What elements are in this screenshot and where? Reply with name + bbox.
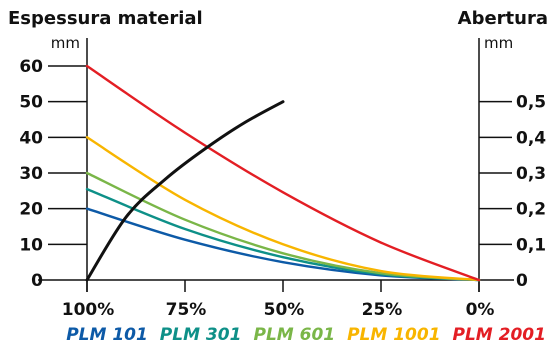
series-line-plm-2001 [85, 64, 481, 282]
x-tick-label: 75% [166, 300, 207, 320]
right-axis-title: Abertura [458, 8, 548, 29]
x-tick-label: 50% [264, 300, 305, 320]
left-tick-label: 60 [19, 57, 43, 77]
left-tick-label: 0 [31, 271, 43, 291]
legend-entry: PLM 1001 [347, 325, 440, 345]
left-axis-title: Espessura material [8, 8, 203, 29]
series-lines [85, 64, 481, 282]
x-tick-label: 25% [362, 300, 403, 320]
left-tick-label: 30 [19, 164, 43, 184]
right-tick-label: 0,4 [516, 128, 546, 148]
right-tick-label: 0,3 [516, 164, 546, 184]
left-tick-label: 20 [19, 200, 43, 220]
legend-entry: PLM 101 [66, 325, 148, 345]
right-tick-label: 0,5 [516, 93, 546, 113]
left-tick-label: 10 [19, 235, 43, 255]
series-line-plm-1001 [85, 136, 481, 282]
left-tick-label: 50 [19, 93, 43, 113]
right-tick-label: 0 [516, 271, 528, 291]
right-tick-label: 0,2 [516, 200, 546, 220]
legend-entry: PLM 301 [160, 325, 242, 345]
opening-curve-line [85, 100, 285, 282]
legend: PLM 101 PLM 301 PLM 601 PLM 1001 PLM 2001 [66, 325, 546, 345]
legend-entry: PLM 601 [254, 325, 336, 345]
axes: 0 10 20 30 40 50 60 0 0,1 0,2 0,3 0,4 0,5 100% 75% 50% 2… [19, 38, 546, 320]
right-unit-label: mm [484, 34, 513, 52]
right-tick-label: 0,1 [516, 235, 546, 255]
left-tick-label: 40 [19, 128, 43, 148]
x-tick-label: 100% [62, 300, 115, 320]
legend-entry: PLM 2001 [453, 325, 546, 345]
x-tick-label: 0% [466, 300, 495, 320]
left-unit-label: mm [51, 34, 80, 52]
series-line-plm-601 [85, 171, 481, 282]
